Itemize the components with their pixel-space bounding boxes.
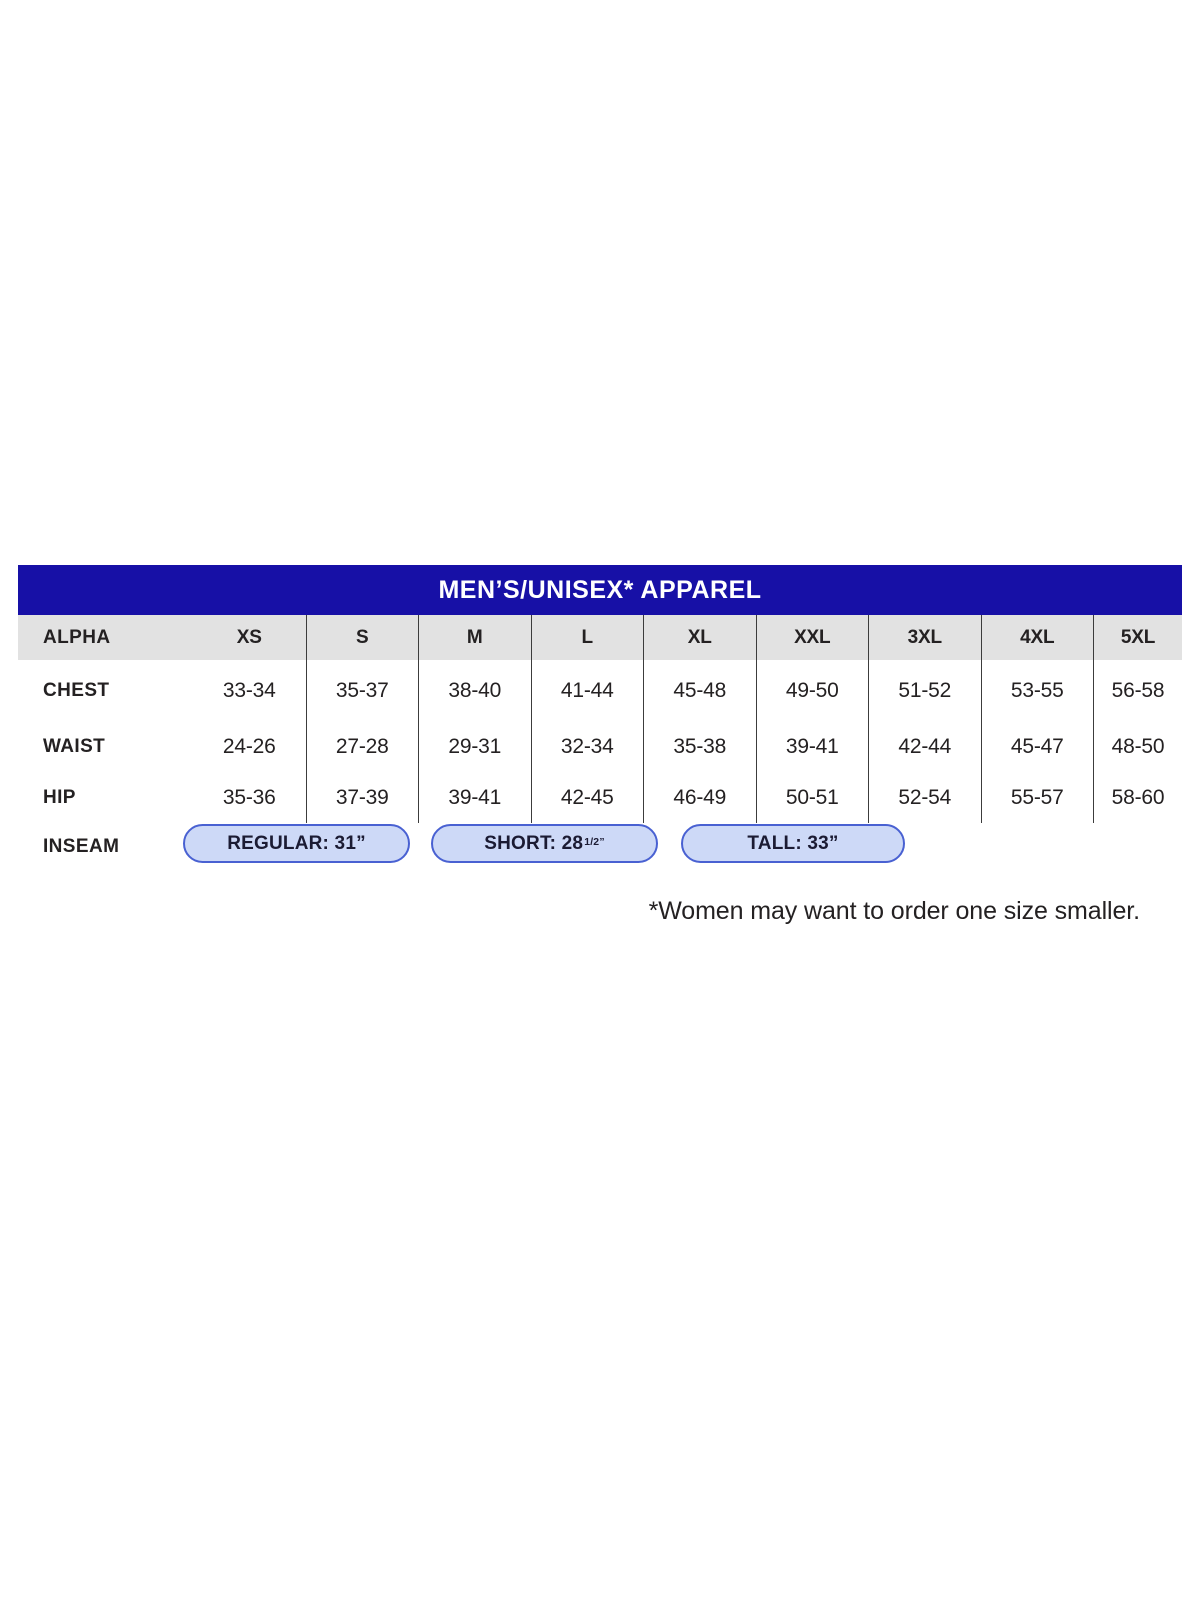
chest-xl: 45-48 xyxy=(643,660,756,721)
header-m: M xyxy=(418,615,531,660)
size-header-row: ALPHA XS S M L XL XXL 3XL 4XL 5XL xyxy=(18,615,1182,660)
waist-m: 29-31 xyxy=(418,721,531,772)
inseam-short-text: SHORT: 28 xyxy=(484,832,584,854)
inseam-pill-short: SHORT: 28 1/2” xyxy=(431,824,658,863)
inseam-pill-regular: REGULAR: 31” xyxy=(183,824,410,863)
hip-m: 39-41 xyxy=(418,772,531,823)
hip-xl: 46-49 xyxy=(643,772,756,823)
inseam-tall-text: TALL: 33” xyxy=(747,832,839,854)
table-row-chest: CHEST 33-34 35-37 38-40 41-44 45-48 49-5… xyxy=(18,660,1182,721)
apparel-size-table: MEN’S/UNISEX* APPAREL ALPHA XS S M L XL … xyxy=(18,565,1182,871)
waist-5xl: 48-50 xyxy=(1093,721,1182,772)
table-row-waist: WAIST 24-26 27-28 29-31 32-34 35-38 39-4… xyxy=(18,721,1182,772)
row-label-chest: CHEST xyxy=(43,679,110,701)
inseam-short-fraction: 1/2” xyxy=(584,837,605,849)
waist-3xl: 42-44 xyxy=(868,721,981,772)
hip-xs: 35-36 xyxy=(222,785,276,809)
header-4xl: 4XL xyxy=(980,615,1094,660)
table-title: MEN’S/UNISEX* APPAREL xyxy=(438,575,762,604)
chest-s: 35-37 xyxy=(305,660,419,721)
waist-4xl: 45-47 xyxy=(980,721,1094,772)
row-label-inseam: INSEAM xyxy=(43,836,120,857)
row-label-hip: HIP xyxy=(43,786,76,808)
header-3xl: 3XL xyxy=(868,615,981,660)
waist-xs: 24-26 xyxy=(222,734,276,758)
header-l: L xyxy=(530,615,644,660)
table-row-inseam: INSEAM REGULAR: 31” SHORT: 28 1/2” TALL: … xyxy=(18,823,1182,871)
hip-4xl: 55-57 xyxy=(980,772,1094,823)
header-s: S xyxy=(305,615,419,660)
chest-l: 41-44 xyxy=(530,660,644,721)
header-xs: XS xyxy=(236,626,262,648)
inseam-pill-tall: TALL: 33” xyxy=(681,824,905,863)
inseam-regular-text: REGULAR: 31” xyxy=(227,832,366,854)
hip-3xl: 52-54 xyxy=(868,772,981,823)
hip-l: 42-45 xyxy=(530,772,644,823)
header-5xl: 5XL xyxy=(1093,615,1182,660)
waist-xl: 35-38 xyxy=(643,721,756,772)
chest-m: 38-40 xyxy=(418,660,531,721)
row-label-waist: WAIST xyxy=(43,735,106,757)
waist-s: 27-28 xyxy=(305,721,419,772)
hip-5xl: 58-60 xyxy=(1093,772,1182,823)
table-title-bar: MEN’S/UNISEX* APPAREL xyxy=(18,565,1182,615)
header-xl: XL xyxy=(643,615,756,660)
chest-xs: 33-34 xyxy=(222,678,276,702)
waist-l: 32-34 xyxy=(530,721,644,772)
chest-4xl: 53-55 xyxy=(980,660,1094,721)
chest-xxl: 49-50 xyxy=(755,660,869,721)
table-row-hip: HIP 35-36 37-39 39-41 42-45 46-49 50-51 … xyxy=(18,772,1182,823)
women-sizing-footnote: *Women may want to order one size smalle… xyxy=(648,897,1140,925)
chest-3xl: 51-52 xyxy=(868,660,981,721)
header-alpha: ALPHA xyxy=(43,626,111,648)
header-xxl: XXL xyxy=(755,615,869,660)
waist-xxl: 39-41 xyxy=(755,721,869,772)
chest-5xl: 56-58 xyxy=(1093,660,1182,721)
hip-xxl: 50-51 xyxy=(755,772,869,823)
hip-s: 37-39 xyxy=(305,772,419,823)
